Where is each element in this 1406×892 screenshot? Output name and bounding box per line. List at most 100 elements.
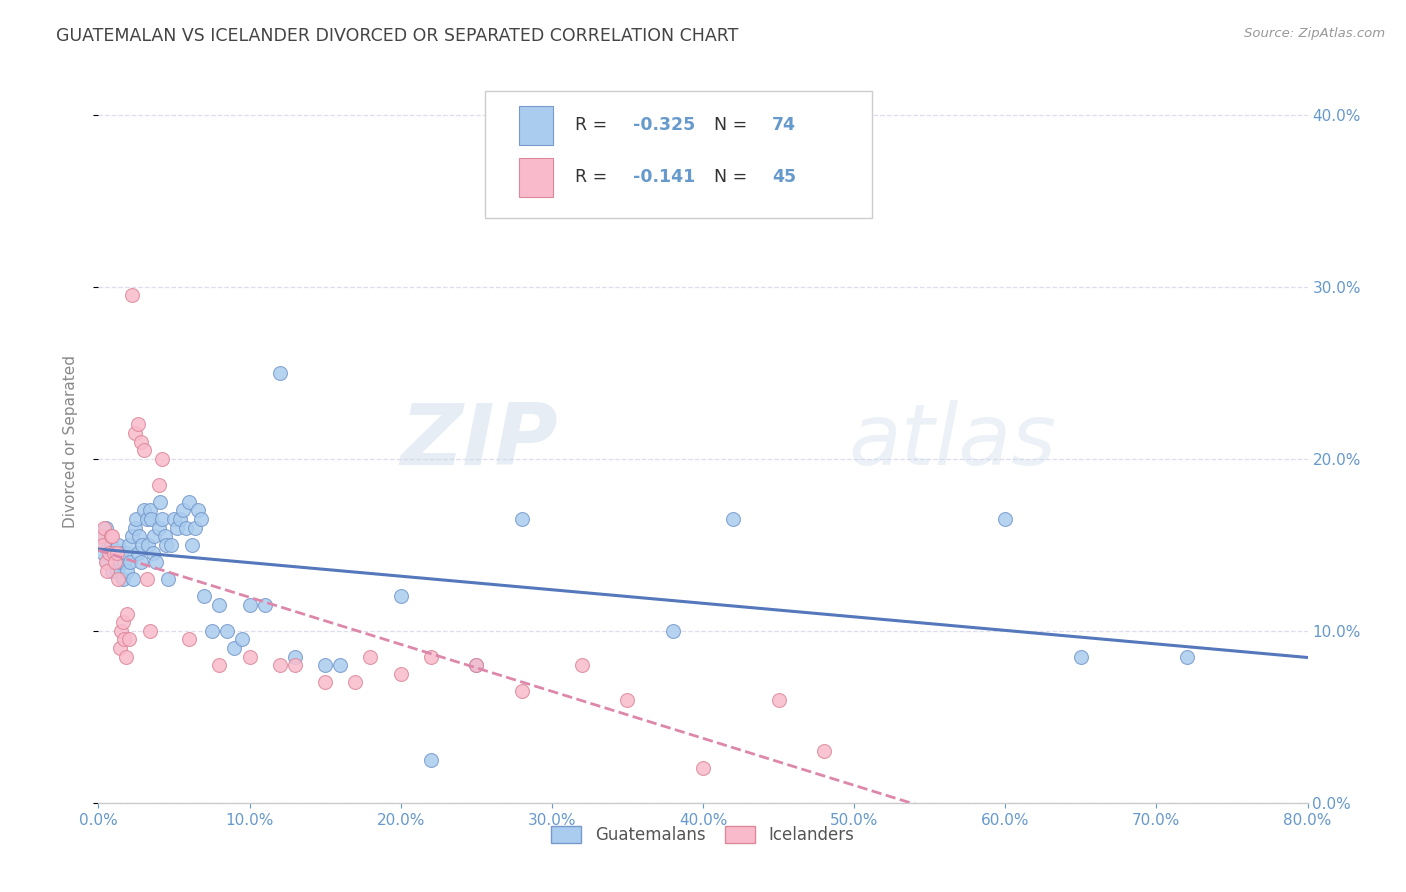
Point: [96, 555, 118, 569]
Point: [118, 538, 141, 552]
Point: [201, 624, 224, 638]
Point: [190, 512, 212, 526]
Point: [124, 425, 146, 440]
Point: [269, 366, 291, 380]
Text: 45: 45: [772, 169, 796, 186]
Y-axis label: Divorced or Separated: Divorced or Separated: [63, 355, 77, 528]
Point: [181, 538, 204, 552]
Point: [115, 607, 138, 621]
Point: [253, 598, 276, 612]
Point: [155, 538, 177, 552]
Point: [90, 529, 112, 543]
Point: [145, 555, 167, 569]
Point: [132, 503, 155, 517]
Text: N =: N =: [714, 117, 752, 135]
Point: [129, 434, 152, 449]
Point: [114, 546, 136, 560]
FancyBboxPatch shape: [519, 105, 553, 145]
Point: [571, 658, 593, 673]
Point: [149, 494, 172, 508]
Point: [121, 288, 143, 302]
Point: [101, 529, 124, 543]
Point: [148, 520, 170, 534]
Point: [813, 744, 835, 758]
Point: [93, 538, 115, 552]
Point: [329, 658, 352, 673]
Point: [100, 529, 122, 543]
Legend: Guatemalans, Icelanders: Guatemalans, Icelanders: [543, 817, 863, 852]
Point: [135, 512, 157, 526]
Point: [150, 512, 173, 526]
Point: [208, 658, 231, 673]
Point: [208, 598, 231, 612]
Point: [1175, 649, 1198, 664]
Point: [91, 538, 114, 552]
Point: [110, 624, 132, 638]
Point: [94, 555, 117, 569]
Point: [723, 512, 745, 526]
Point: [94, 520, 117, 534]
Point: [103, 555, 125, 569]
Point: [239, 598, 262, 612]
Point: [139, 624, 162, 638]
Point: [136, 538, 159, 552]
Text: ZIP: ZIP: [401, 400, 558, 483]
Text: R =: R =: [575, 169, 613, 186]
Point: [172, 503, 194, 517]
Text: Source: ZipAtlas.com: Source: ZipAtlas.com: [1244, 27, 1385, 40]
Point: [269, 658, 291, 673]
Point: [98, 546, 121, 560]
Text: N =: N =: [714, 169, 752, 186]
Point: [239, 649, 262, 664]
Point: [107, 572, 129, 586]
Point: [314, 675, 336, 690]
Point: [179, 494, 201, 508]
Point: [115, 564, 138, 578]
Point: [465, 658, 488, 673]
Point: [193, 590, 215, 604]
Point: [105, 564, 128, 578]
Point: [104, 555, 127, 569]
Text: GUATEMALAN VS ICELANDER DIVORCED OR SEPARATED CORRELATION CHART: GUATEMALAN VS ICELANDER DIVORCED OR SEPA…: [56, 27, 738, 45]
Point: [420, 753, 443, 767]
Point: [661, 624, 683, 638]
Point: [360, 649, 382, 664]
Point: [166, 520, 188, 534]
Point: [111, 615, 134, 630]
Point: [131, 538, 153, 552]
FancyBboxPatch shape: [485, 91, 872, 218]
Point: [128, 529, 150, 543]
Point: [112, 555, 135, 569]
Point: [112, 632, 135, 647]
Point: [187, 503, 209, 517]
Point: [141, 512, 163, 526]
Point: [179, 632, 201, 647]
Point: [510, 512, 533, 526]
Point: [768, 692, 790, 706]
Point: [96, 564, 118, 578]
FancyBboxPatch shape: [519, 158, 553, 197]
Point: [125, 512, 148, 526]
Point: [169, 512, 191, 526]
Point: [124, 520, 146, 534]
Point: [163, 512, 186, 526]
Point: [143, 529, 166, 543]
Point: [103, 546, 125, 560]
Point: [389, 666, 412, 681]
Point: [118, 632, 141, 647]
Point: [101, 564, 124, 578]
Point: [692, 761, 714, 775]
Point: [127, 546, 149, 560]
Point: [104, 546, 127, 560]
Point: [114, 649, 136, 664]
Point: [150, 451, 173, 466]
Point: [184, 520, 207, 534]
Point: [148, 477, 170, 491]
Point: [108, 555, 131, 569]
Point: [174, 520, 197, 534]
Point: [616, 692, 638, 706]
Point: [121, 529, 143, 543]
Point: [510, 684, 533, 698]
Point: [344, 675, 367, 690]
Point: [231, 632, 253, 647]
